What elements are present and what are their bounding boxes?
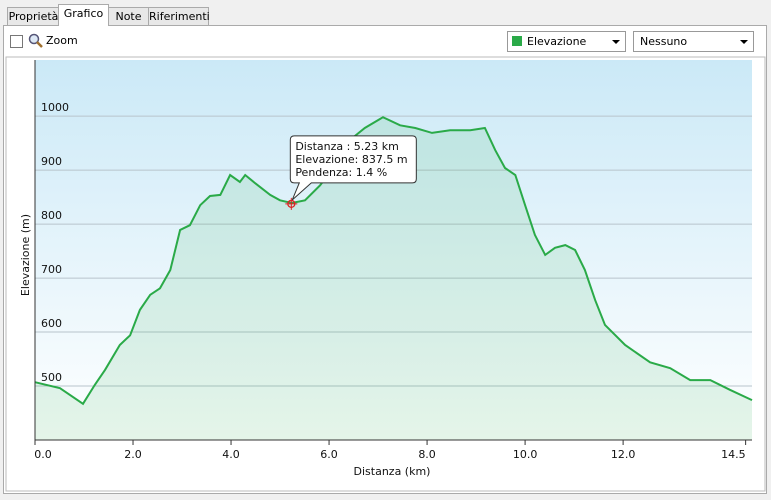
tooltip-box <box>289 135 417 201</box>
x-tick-label: 4.0 <box>222 448 240 461</box>
cursor-cross <box>285 197 298 210</box>
y-tick-label: 800 <box>41 209 62 222</box>
tooltip-line: Elevazione: 837.5 m <box>295 153 407 166</box>
x-tick-label: 6.0 <box>320 448 338 461</box>
zoom-icon <box>28 33 43 48</box>
series-swatch <box>512 36 522 46</box>
series-select[interactable]: Elevazione <box>507 31 626 52</box>
x-tick-label: 0.0 <box>34 448 52 461</box>
y-tick-label: 1000 <box>41 101 69 114</box>
y-tick-label: 500 <box>41 371 62 384</box>
second-select[interactable]: Nessuno <box>633 31 754 52</box>
plot-background <box>35 60 752 440</box>
x-tick-label: 10.0 <box>513 448 538 461</box>
series-name: Elevazione <box>527 35 587 48</box>
y-tick-label: 700 <box>41 263 62 276</box>
checkbox[interactable] <box>10 35 23 48</box>
x-axis-label: Distanza (km) <box>354 465 431 478</box>
tooltip-line: Distanza : 5.23 km <box>295 140 399 153</box>
tab[interactable]: Riferimenti <box>148 7 210 25</box>
x-tick-label: 12.0 <box>611 448 636 461</box>
tooltip-line: Pendenza: 1.4 % <box>295 166 387 179</box>
tab[interactable]: Note <box>107 7 150 25</box>
area-fill <box>35 117 752 440</box>
y-tick-label: 900 <box>41 155 62 168</box>
y-tick-label: 600 <box>41 317 62 330</box>
tab[interactable]: Grafico <box>58 4 109 26</box>
x-tick-label: 2.0 <box>124 448 142 461</box>
second-select-label: Nessuno <box>640 35 688 48</box>
zoom-label: Zoom <box>46 34 78 47</box>
y-axis-label: Elevazione (m) <box>19 214 32 296</box>
x-tick-label: 14.5 <box>721 448 746 461</box>
line <box>34 116 753 406</box>
x-tick-label: 8.0 <box>418 448 436 461</box>
